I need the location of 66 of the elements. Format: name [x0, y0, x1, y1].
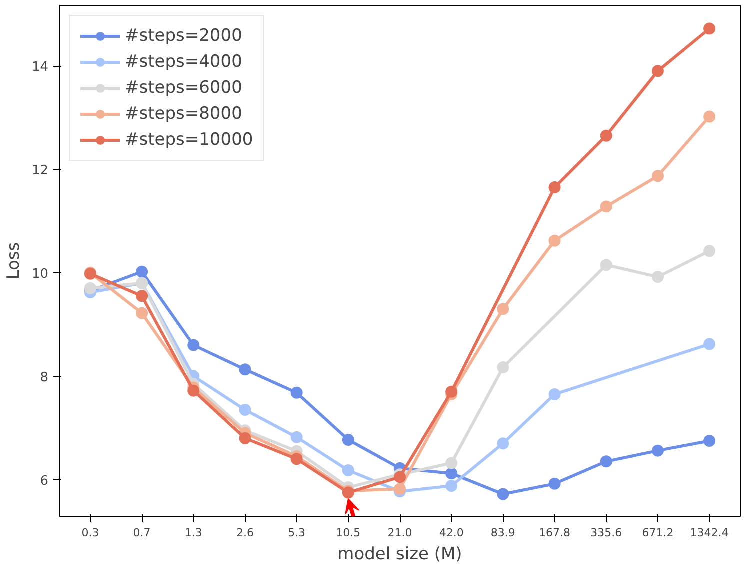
point [548, 388, 561, 400]
x-tick-label: 10.5 [336, 526, 361, 540]
y-tick-label: 10 [32, 266, 49, 282]
y-axis-title: Loss [4, 242, 24, 280]
x-tick-label: 5.3 [288, 526, 306, 540]
x-tick-label: 671.2 [642, 526, 674, 540]
point [600, 456, 612, 468]
point [342, 434, 354, 446]
point [188, 339, 200, 352]
point [704, 435, 716, 447]
point [548, 234, 561, 247]
y-tick-label: 6 [40, 474, 49, 489]
point [446, 457, 458, 470]
point [652, 444, 664, 457]
point [497, 438, 510, 450]
point [446, 386, 458, 398]
point [188, 384, 200, 397]
point [290, 453, 303, 466]
point [704, 338, 716, 350]
point [239, 404, 252, 416]
point [342, 464, 354, 476]
point [394, 483, 406, 496]
point [652, 271, 664, 284]
x-tick-label: 0.7 [133, 526, 151, 540]
point [548, 478, 561, 490]
legend-label: #steps=8000 [125, 104, 242, 124]
legend-label: #steps=10000 [125, 130, 254, 150]
point [239, 364, 252, 376]
legend-label: #steps=4000 [125, 52, 242, 72]
x-tick-label: 1.3 [184, 526, 202, 540]
x-tick-label: 0.3 [82, 526, 100, 540]
point [704, 110, 716, 123]
legend-label: #steps=2000 [125, 26, 242, 46]
point [704, 22, 716, 35]
point [136, 290, 148, 302]
point [704, 245, 716, 258]
x-tick-label: 2.6 [236, 526, 254, 540]
point [652, 65, 664, 78]
point [290, 386, 303, 399]
point [497, 303, 510, 316]
point [600, 200, 612, 213]
point [652, 170, 664, 182]
point [446, 480, 458, 492]
x-axis-title: model size (M) [338, 544, 462, 564]
x-tick-label: 1342.4 [690, 526, 729, 540]
x-tick-label: 42.0 [439, 526, 464, 540]
x-tick-label: 335.6 [590, 526, 622, 540]
x-tick-label: 167.8 [539, 526, 571, 540]
y-tick-label: 12 [32, 163, 49, 178]
point [600, 259, 612, 272]
point [446, 468, 458, 480]
point [497, 488, 510, 500]
point [548, 182, 561, 194]
point [136, 266, 148, 278]
y-tick-label: 8 [40, 370, 49, 386]
point [84, 282, 96, 294]
point [497, 362, 510, 374]
y-tick-label: 14 [32, 60, 49, 76]
point [239, 432, 252, 444]
x-tick-label: 83.9 [490, 526, 516, 540]
x-tick-label: 21.0 [388, 526, 412, 540]
point [136, 307, 148, 320]
point [394, 471, 406, 484]
legend-label: #steps=6000 [125, 78, 242, 98]
point [290, 431, 303, 444]
point [600, 130, 612, 142]
